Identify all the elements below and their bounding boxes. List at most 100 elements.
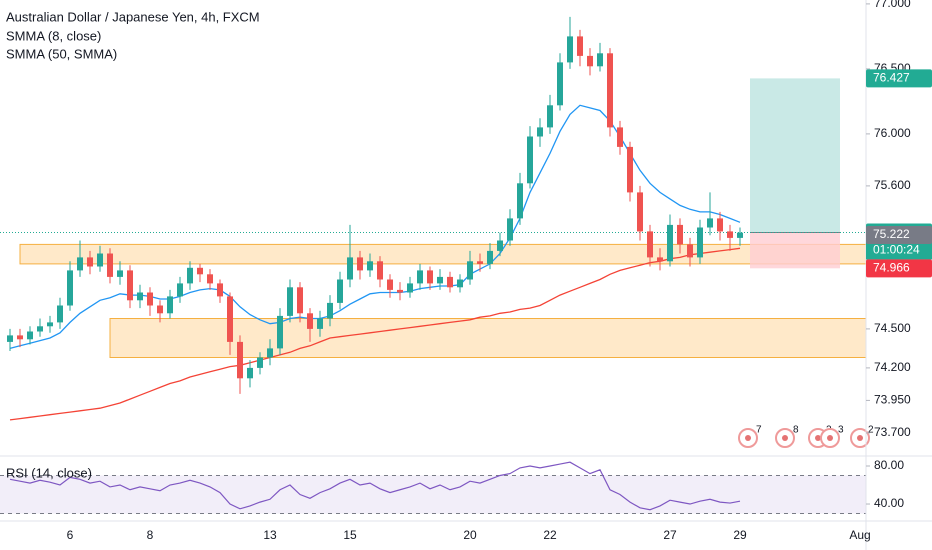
candle-body: [417, 270, 423, 284]
candle-body: [347, 257, 353, 280]
support-zone: [19, 243, 867, 265]
candle-body: [187, 267, 193, 284]
y-tick-label: 73.700: [874, 425, 911, 439]
support-zone: [109, 318, 867, 358]
rsi-band-fill: [0, 475, 866, 514]
x-tick-label: Aug: [849, 528, 870, 542]
x-tick-label: 29: [733, 528, 747, 542]
candle-body: [127, 270, 133, 301]
x-tick-label: 8: [147, 528, 154, 542]
event-label: 2: [868, 425, 874, 436]
candle-body: [647, 231, 653, 258]
candle-body: [407, 283, 413, 293]
candle-body: [217, 283, 223, 297]
candle-body: [397, 289, 403, 293]
price-tag-label: 75.222: [873, 227, 910, 241]
y-tick-label: 80.00: [874, 458, 904, 472]
candle-body: [567, 36, 573, 63]
candle-body: [307, 313, 313, 329]
countdown: 01:00:24: [873, 243, 920, 257]
candle-body: [357, 257, 363, 271]
x-tick-label: 27: [663, 528, 677, 542]
rsi-title: RSI (14, close): [6, 465, 92, 480]
candle-body: [17, 335, 23, 340]
candle-body: [547, 105, 553, 128]
event-label: 3: [838, 425, 844, 436]
candle-body: [27, 331, 33, 340]
legend-entry: SMMA (8, close): [6, 28, 101, 43]
candle-body: [477, 261, 483, 264]
x-tick-label: 15: [343, 528, 357, 542]
candle-body: [297, 287, 303, 314]
candle-body: [517, 183, 523, 219]
event-label: 8: [793, 425, 799, 436]
candle-body: [257, 357, 263, 368]
event-dot: [827, 435, 833, 441]
x-tick-label: 6: [67, 528, 74, 542]
candle-body: [597, 53, 603, 67]
legend-entry: SMMA (50, SMMA): [6, 46, 117, 61]
stop-area: [750, 232, 840, 269]
event-dot: [815, 435, 821, 441]
y-tick-label: 74.500: [874, 321, 911, 335]
x-tick-label: 22: [543, 528, 557, 542]
candle-body: [367, 261, 373, 271]
candle-body: [77, 257, 83, 271]
candle-body: [527, 136, 533, 184]
candle-body: [237, 341, 243, 379]
candle-body: [317, 318, 323, 329]
candle-body: [447, 276, 453, 288]
candle-body: [157, 305, 163, 314]
candle-body: [227, 296, 233, 342]
x-tick-label: 13: [263, 528, 277, 542]
candle-body: [57, 305, 63, 323]
candle-body: [627, 146, 633, 193]
candle-body: [137, 292, 143, 301]
y-tick-label: 77.000: [874, 0, 911, 10]
price-tag: [866, 226, 932, 245]
countdown-tag: [866, 241, 932, 260]
candle-body: [467, 261, 473, 280]
rsi-pane: [0, 461, 866, 515]
candle-body: [707, 218, 713, 228]
candle-body: [67, 270, 73, 306]
candle-body: [247, 367, 253, 379]
candle-body: [487, 250, 493, 264]
rsi-line: [9, 461, 741, 511]
candle-body: [617, 127, 623, 147]
candle-body: [737, 232, 743, 238]
candle-body: [337, 279, 343, 303]
candle-body: [117, 270, 123, 277]
y-tick-label: 76.000: [874, 126, 911, 140]
candle-body: [577, 36, 583, 56]
y-tick-label: 75.600: [874, 178, 911, 192]
price-tag: [866, 259, 932, 278]
y-tick-label: 74.200: [874, 360, 911, 374]
candle-body: [197, 267, 203, 275]
candle-body: [207, 274, 213, 284]
candle-body: [687, 244, 693, 258]
candle-body: [537, 127, 543, 137]
candle-body: [657, 257, 663, 262]
candle-body: [507, 218, 513, 241]
chart-title: Australian Dollar / Japanese Yen, 4h, FX…: [6, 9, 260, 24]
event-label: 7: [756, 425, 762, 436]
x-tick-label: 20: [463, 528, 477, 542]
event-dot: [782, 435, 788, 441]
candle-body: [697, 227, 703, 258]
candle-body: [587, 55, 593, 67]
event-dot: [857, 435, 863, 441]
candle-body: [327, 302, 333, 319]
event-dot: [745, 435, 751, 441]
price-tag-label: 76.427: [873, 71, 910, 85]
candle-body: [457, 279, 463, 288]
candle-body: [107, 253, 113, 277]
candle-body: [7, 335, 13, 342]
candle-body: [727, 231, 733, 238]
price-tag: [866, 69, 932, 88]
price-tag-label: 74.966: [873, 260, 910, 274]
candle-body: [147, 292, 153, 306]
y-tick-label: 73.950: [874, 393, 911, 407]
candle-body: [87, 257, 93, 267]
